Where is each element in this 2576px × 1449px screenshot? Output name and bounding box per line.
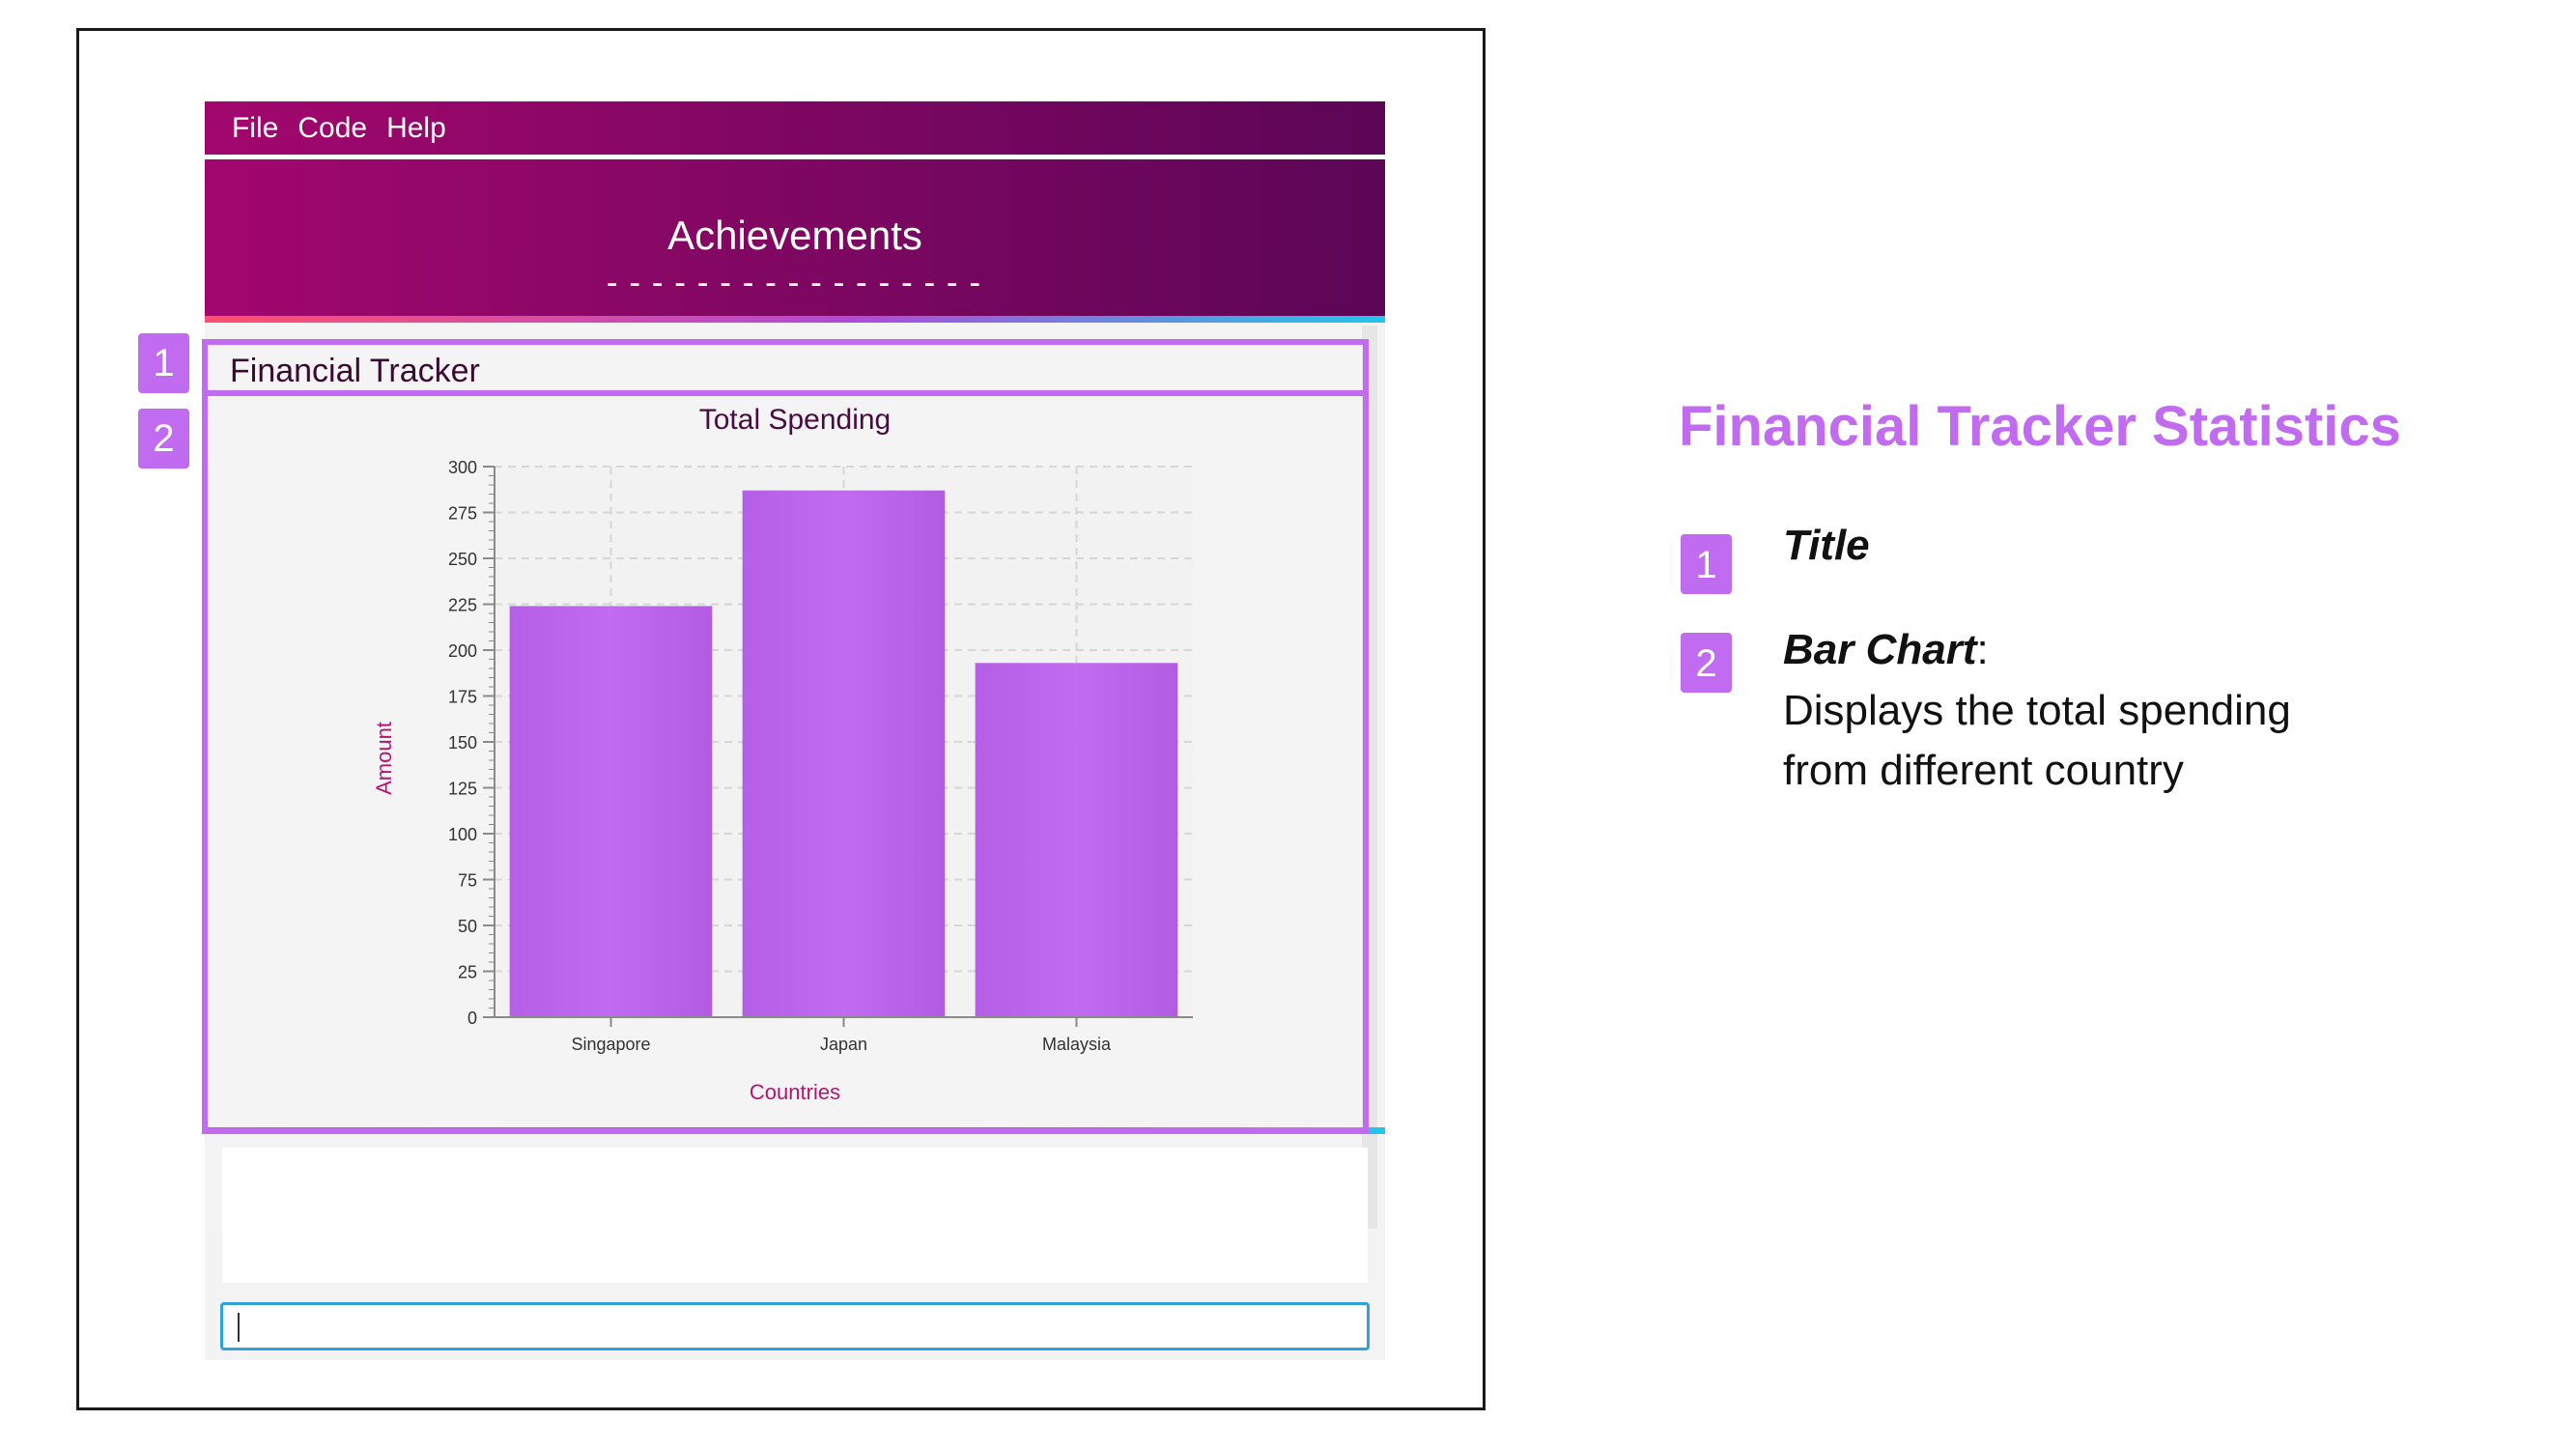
y-tick-label: 175	[448, 688, 477, 707]
y-tick-label: 250	[448, 550, 477, 569]
menu-code[interactable]: Code	[297, 112, 368, 144]
y-tick-label: 300	[448, 458, 477, 477]
title-underline: -----------------	[602, 264, 988, 302]
page-banner: Achievements -----------------	[205, 159, 1385, 316]
y-axis-label: Amount	[372, 722, 396, 795]
page-title: Achievements	[667, 213, 922, 258]
y-tick-label: 0	[467, 1009, 477, 1028]
banner-accent-line	[205, 316, 1385, 323]
y-tick-label: 50	[458, 917, 477, 936]
legend-badge-1: 1	[1681, 534, 1732, 594]
bar-singapore	[509, 606, 713, 1017]
bar-malaysia	[975, 663, 1178, 1017]
legend-badge-2: 2	[1681, 633, 1732, 693]
legend-label-bar-chart: Bar Chart:	[1783, 626, 1989, 674]
financial-tracker-title: Financial Tracker	[230, 353, 480, 389]
x-tick-label: Singapore	[571, 1035, 650, 1054]
y-tick-label: 25	[458, 963, 477, 982]
menu-bar: File Code Help	[205, 101, 1385, 155]
result-display	[222, 1148, 1368, 1283]
x-tick-label: Japan	[820, 1035, 867, 1054]
bar-japan	[742, 490, 946, 1017]
y-tick-label: 225	[448, 596, 477, 615]
y-tick-label: 200	[448, 641, 477, 661]
y-tick-label: 150	[448, 733, 477, 753]
command-input[interactable]	[220, 1302, 1370, 1350]
menu-divider	[205, 155, 1385, 159]
y-tick-label: 125	[448, 780, 477, 799]
highlight-box-title	[202, 339, 1369, 396]
annotation-badge-1: 1	[138, 333, 189, 393]
y-tick-label: 75	[458, 871, 477, 891]
y-tick-label: 100	[448, 825, 477, 844]
text-caret	[238, 1313, 240, 1342]
menu-file[interactable]: File	[232, 112, 279, 144]
legend-title: Financial Tracker Statistics	[1679, 395, 2401, 458]
annotation-badge-2: 2	[138, 409, 189, 469]
highlight-box-chart	[202, 390, 1369, 1134]
legend-label-title-text: Title	[1783, 522, 1870, 569]
legend-description: Displays the total spending from differe…	[1783, 687, 2291, 794]
legend-label-title: Title	[1783, 522, 1870, 570]
x-tick-label: Malaysia	[1042, 1035, 1112, 1054]
legend-label-bar-chart-text: Bar Chart	[1783, 626, 1977, 673]
menu-help[interactable]: Help	[386, 112, 446, 144]
y-tick-label: 275	[448, 504, 477, 524]
legend-colon: :	[1976, 626, 1989, 673]
x-axis-label: Countries	[750, 1080, 840, 1104]
chart-title: Total Spending	[698, 404, 892, 436]
